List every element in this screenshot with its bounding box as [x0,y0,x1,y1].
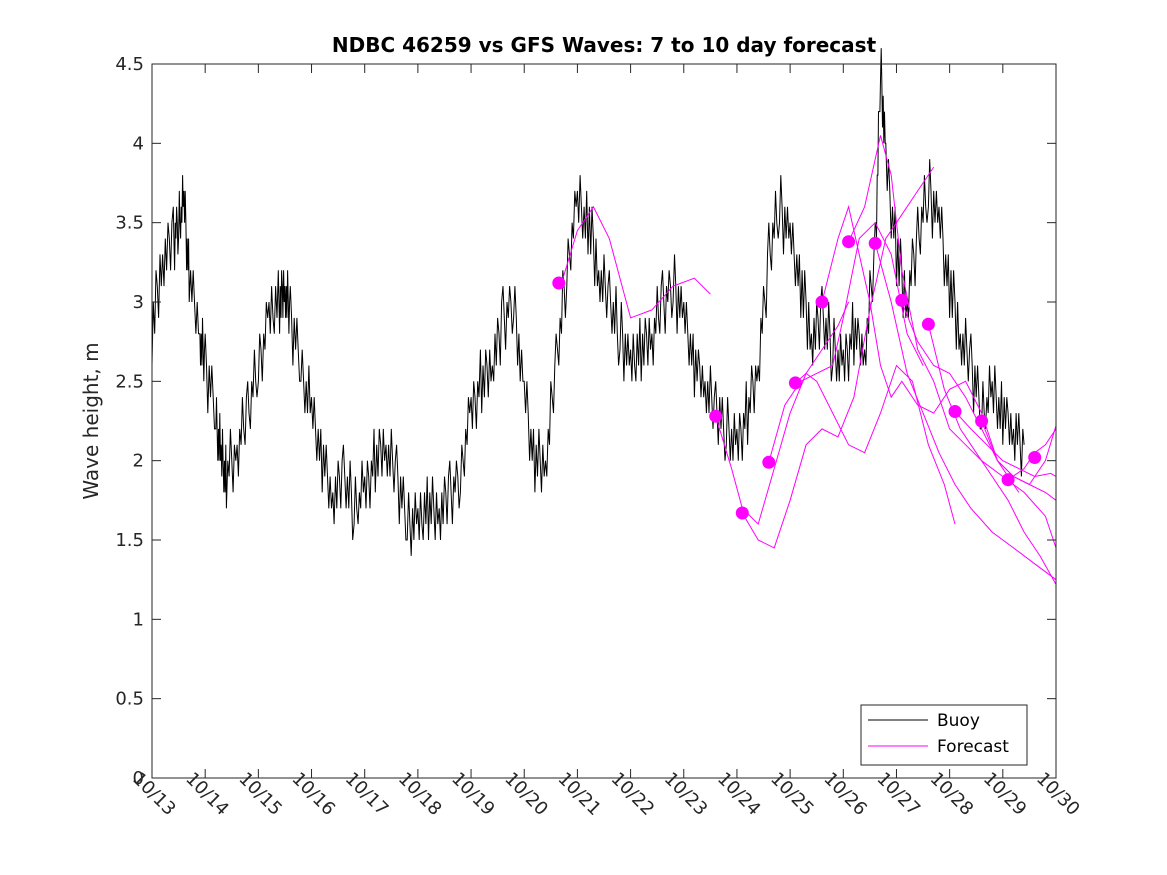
y-tick-label: 0 [133,768,144,789]
x-tick-label: 10/24 [713,768,765,820]
forecast-series-line-6 [821,204,1020,493]
plot-lines [151,48,1057,585]
forecast-marker [552,276,566,290]
forecast-marker [895,293,909,307]
forecast-marker [921,317,935,331]
legend-forecast-label: Forecast [937,737,1009,757]
forecast-series-line-5 [795,364,956,525]
x-tick-label: 10/14 [181,768,233,820]
forecast-marker [815,295,829,309]
x-tick-label: 10/25 [766,768,818,820]
y-tick-label: 1.5 [115,530,144,551]
legend-box [860,704,1028,766]
x-tick-label: 10/29 [979,768,1031,820]
y-tick-label: 3 [133,292,144,313]
y-tick-label: 4.5 [115,54,144,75]
forecast-series-line-1 [561,205,711,319]
forecast-series-line-2 [715,301,850,526]
y-tick-label: 3.5 [115,213,144,234]
x-tick-label: 10/22 [607,768,659,820]
forecast-marker [975,414,989,428]
forecast-series-line-11 [954,411,1057,478]
x-tick-label: 10/20 [500,768,552,820]
x-tick-label: 10/16 [288,768,340,820]
forecast-marker [842,235,856,249]
forecast-markers [552,235,1042,520]
x-tick-label: 10/23 [660,768,712,820]
forecast-marker [788,376,802,390]
y-tick-label: 4 [133,133,144,154]
x-tick-label: 10/26 [819,768,871,820]
forecast-marker [735,506,749,520]
x-tick-label: 10/30 [1032,768,1084,820]
forecast-series-line-3 [741,166,935,549]
chart-title: NDBC 46259 vs GFS Waves: 7 to 10 day for… [332,33,877,57]
plot-area-border [151,63,1057,779]
forecast-marker [1001,473,1015,487]
forecast-marker [868,236,882,250]
forecast-series-line-9 [901,301,1057,501]
x-tick-label: 10/21 [554,768,606,820]
y-tick-label: 0.5 [115,689,144,710]
x-tick-label: 10/19 [447,768,499,820]
y-tick-label: 1 [133,609,144,630]
x-tick-label: 10/27 [873,768,925,820]
forecast-marker [762,455,776,469]
forecast-marker [1028,451,1042,464]
forecast-series-line-12 [981,420,1057,486]
legend: Buoy Forecast [860,704,1028,766]
forecast-marker [709,409,723,423]
legend-buoy-label: Buoy [937,711,980,731]
forecast-series-line-10 [927,324,1057,585]
x-tick-label: 10/28 [926,768,978,820]
buoy-series-line [151,48,1025,556]
forecast-marker [948,405,962,418]
x-tick-label: 10/15 [234,768,286,820]
x-tick-label: 10/17 [341,768,393,820]
y-tick-label: 2.5 [115,371,144,392]
y-axis-label: Wave height, m [79,342,103,499]
x-tick-label: 10/18 [394,768,446,820]
forecast-series-line-8 [874,243,1057,581]
y-tick-label: 2 [133,451,144,472]
y-axis: 0 0.5 1 1.5 2 2.5 3 3.5 4 4.5 [115,54,1056,789]
forecast-series-line-7 [848,135,1057,549]
